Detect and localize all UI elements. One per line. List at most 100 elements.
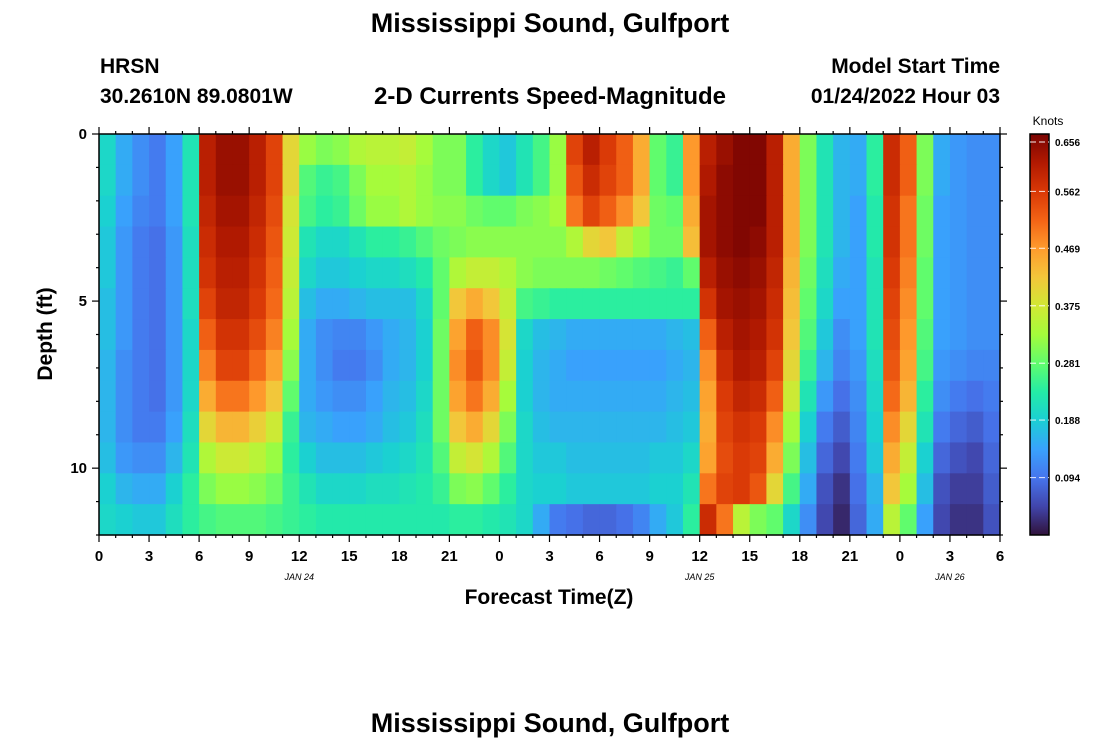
heatmap-cell bbox=[432, 473, 450, 505]
heatmap-cell bbox=[616, 319, 634, 351]
heatmap-cell bbox=[899, 164, 918, 197]
heatmap-cell bbox=[549, 473, 567, 505]
heatmap-cell bbox=[332, 319, 350, 351]
heatmap-cell bbox=[432, 195, 450, 228]
heatmap-cell bbox=[382, 134, 400, 166]
heatmap-cell bbox=[149, 504, 167, 536]
heatmap-cell bbox=[949, 257, 968, 289]
heatmap-cell bbox=[432, 226, 450, 258]
heatmap-cell bbox=[983, 319, 1001, 351]
heatmap-cell bbox=[232, 226, 250, 258]
heatmap-cell bbox=[833, 164, 851, 197]
heatmap-cell bbox=[265, 473, 284, 505]
heatmap-cell bbox=[916, 349, 934, 382]
heatmap-cell bbox=[632, 134, 651, 166]
heatmap-cell bbox=[983, 195, 1001, 228]
heatmap-cell bbox=[983, 226, 1001, 258]
heatmap-cell bbox=[582, 319, 601, 351]
heatmap-cell bbox=[933, 349, 951, 382]
heatmap-cell bbox=[983, 288, 1001, 320]
heatmap-cell bbox=[699, 319, 717, 351]
heatmap-cell bbox=[282, 442, 300, 474]
heatmap-cell bbox=[182, 226, 200, 258]
heatmap-cell bbox=[115, 164, 133, 197]
heatmap-cell bbox=[299, 257, 317, 289]
heatmap-cell bbox=[582, 349, 601, 382]
heatmap-cell bbox=[649, 380, 667, 413]
heatmap-cell bbox=[983, 164, 1001, 197]
heatmap-cell bbox=[816, 411, 834, 444]
heatmap-cell bbox=[716, 380, 734, 413]
heatmap-cell bbox=[199, 164, 217, 197]
heatmap-cell bbox=[416, 288, 434, 320]
colorbar-tick-label: 0.281 bbox=[1055, 359, 1080, 370]
heatmap-cell bbox=[682, 380, 701, 413]
heatmap-cell bbox=[299, 195, 317, 228]
x-tick-label: 9 bbox=[245, 548, 253, 565]
heatmap-cell bbox=[632, 349, 651, 382]
heatmap-cell bbox=[115, 349, 133, 382]
heatmap-cell bbox=[966, 134, 984, 166]
heatmap-cell bbox=[332, 380, 350, 413]
heatmap-cell bbox=[599, 164, 617, 197]
y-axis: 0 5 10 bbox=[70, 126, 1007, 536]
heatmap-cell bbox=[99, 380, 117, 413]
heatmap-cell bbox=[933, 473, 951, 505]
heatmap-cell bbox=[716, 473, 734, 505]
heatmap-cell bbox=[682, 134, 701, 166]
heatmap-cell bbox=[933, 319, 951, 351]
heatmap-cell bbox=[632, 257, 651, 289]
heatmap-cell bbox=[799, 134, 818, 166]
heatmap-cell bbox=[399, 164, 417, 197]
heatmap-cell bbox=[466, 226, 484, 258]
x-tick-label: 0 bbox=[896, 548, 904, 565]
heatmap-cell bbox=[282, 411, 300, 444]
heatmap-cell bbox=[232, 349, 250, 382]
heatmap-cell bbox=[215, 504, 234, 536]
heatmap-cell bbox=[983, 257, 1001, 289]
heatmap-cell bbox=[332, 134, 350, 166]
heatmap-cell bbox=[466, 257, 484, 289]
heatmap-cell bbox=[666, 134, 684, 166]
heatmap-cell bbox=[449, 349, 467, 382]
heatmap-cell bbox=[499, 411, 517, 444]
heatmap-cell bbox=[883, 411, 901, 444]
heatmap-cell bbox=[682, 319, 701, 351]
heatmap-cell bbox=[632, 195, 651, 228]
heatmap-cell bbox=[766, 257, 784, 289]
heatmap-cell bbox=[849, 442, 868, 474]
heatmap-cell bbox=[482, 442, 501, 474]
heatmap-cell bbox=[215, 288, 234, 320]
heatmap-cell bbox=[582, 380, 601, 413]
heatmap-cell bbox=[199, 226, 217, 258]
heatmap-cell bbox=[833, 134, 851, 166]
heatmap-cell bbox=[849, 473, 868, 505]
heatmap-cell bbox=[315, 134, 334, 166]
heatmap-cell bbox=[799, 473, 818, 505]
heatmap-cell bbox=[532, 257, 551, 289]
heatmap-cell bbox=[916, 226, 934, 258]
heatmap-cell bbox=[766, 349, 784, 382]
heatmap-cell bbox=[716, 442, 734, 474]
heatmap-cell bbox=[682, 195, 701, 228]
colorbar-title: Knots bbox=[1033, 114, 1064, 128]
heatmap-cell bbox=[883, 288, 901, 320]
heatmap-cell bbox=[916, 473, 934, 505]
heatmap-cell bbox=[866, 473, 884, 505]
station-id: HRSN bbox=[100, 55, 160, 78]
heatmap-cell bbox=[766, 195, 784, 228]
heatmap-cell bbox=[99, 349, 117, 382]
heatmap-cell bbox=[365, 134, 384, 166]
heatmap-cell bbox=[315, 411, 334, 444]
heatmap-cell bbox=[949, 473, 968, 505]
heatmap-cell bbox=[632, 473, 651, 505]
heatmap-cell bbox=[549, 442, 567, 474]
heatmap-cell bbox=[766, 288, 784, 320]
heatmap-cell bbox=[783, 504, 801, 536]
heatmap-cell bbox=[432, 134, 450, 166]
heatmap-cell bbox=[432, 164, 450, 197]
heatmap-cell bbox=[149, 257, 167, 289]
heatmap-cell bbox=[182, 349, 200, 382]
heatmap-cell bbox=[416, 195, 434, 228]
heatmap-cell bbox=[733, 380, 751, 413]
